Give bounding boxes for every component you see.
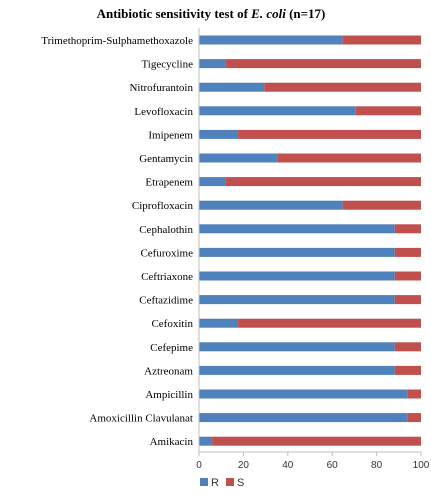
category-label-4: Imipenem: [148, 129, 193, 141]
bar-s-11: [394, 295, 421, 305]
bar-s-9: [394, 247, 421, 257]
legend-swatch-s: [226, 478, 234, 486]
chart-title-suffix: (n=17): [286, 6, 326, 21]
bar-s-4: [238, 129, 421, 139]
legend-swatch-r: [200, 478, 208, 486]
bar-r-0: [199, 35, 343, 45]
bar-s-1: [225, 59, 421, 69]
bar-r-10: [199, 271, 395, 281]
category-label-5: Gentamycin: [139, 153, 193, 165]
bar-r-14: [199, 365, 395, 375]
bar-s-14: [394, 365, 421, 375]
bar-r-8: [199, 224, 395, 234]
x-tick-label-4: 80: [371, 460, 383, 471]
category-label-0: Trimethoprim-Sulphamethoxazole: [41, 35, 193, 47]
chart-title-italic: E. coli: [250, 6, 286, 21]
bar-r-4: [199, 129, 239, 139]
legend-label-r: R: [211, 477, 219, 489]
bar-s-10: [394, 271, 421, 281]
category-label-1: Tigecycline: [141, 59, 193, 71]
bar-r-5: [199, 153, 278, 163]
x-tick-label-2: 40: [282, 460, 294, 471]
bar-r-9: [199, 247, 395, 257]
bar-r-6: [199, 177, 226, 187]
bar-s-13: [394, 342, 421, 352]
bar-s-17: [212, 436, 421, 446]
bar-r-7: [199, 200, 343, 210]
chart-title: Antibiotic sensitivity test of E. coli (…: [97, 6, 326, 21]
bar-s-5: [277, 153, 421, 163]
category-label-3: Levofloxacin: [134, 106, 193, 118]
category-label-6: Etrapenem: [145, 177, 193, 189]
bar-r-12: [199, 318, 239, 328]
bar-r-2: [199, 82, 265, 92]
bar-s-6: [225, 177, 421, 187]
bar-r-13: [199, 342, 395, 352]
x-tick-label-0: 0: [196, 460, 202, 471]
category-label-7: Ciprofloxacin: [132, 200, 194, 212]
bar-r-17: [199, 436, 213, 446]
bar-s-3: [355, 106, 421, 116]
x-tick-label-5: 100: [413, 460, 430, 471]
category-label-8: Cephalothin: [139, 224, 193, 236]
bar-s-15: [407, 389, 421, 399]
legend-label-s: S: [237, 477, 244, 489]
bar-s-12: [238, 318, 421, 328]
bar-s-16: [407, 413, 421, 423]
x-tick-label-1: 20: [238, 460, 250, 471]
category-label-10: Ceftriaxone: [141, 271, 193, 283]
x-tick-label-3: 60: [327, 460, 339, 471]
bar-r-1: [199, 59, 226, 69]
bar-r-15: [199, 389, 408, 399]
category-label-13: Cefepime: [150, 342, 193, 354]
category-label-14: Aztreonam: [144, 365, 193, 377]
category-labels: Trimethoprim-Sulphamethoxazole Tigecyclin…: [41, 35, 193, 448]
category-label-12: Cefoxitin: [151, 318, 193, 330]
bar-s-7: [342, 200, 421, 210]
bar-s-8: [394, 224, 421, 234]
category-label-9: Cefuroxime: [140, 247, 193, 259]
bar-r-3: [199, 106, 356, 116]
bars-group: [199, 35, 421, 446]
bar-s-2: [264, 82, 421, 92]
bar-r-11: [199, 295, 395, 305]
category-label-17: Amikacin: [150, 436, 194, 448]
bar-r-16: [199, 413, 408, 423]
bar-s-0: [342, 35, 421, 45]
category-label-2: Nitrofurantoin: [129, 82, 193, 94]
chart-title-prefix: Antibiotic sensitivity test of: [97, 6, 252, 21]
category-label-15: Ampicillin: [145, 389, 193, 401]
category-label-11: Ceftazidime: [139, 295, 193, 307]
x-axis: 0 20 40 60 80 100: [196, 28, 430, 471]
category-label-16: Amoxicillin Clavulanat: [89, 413, 193, 425]
